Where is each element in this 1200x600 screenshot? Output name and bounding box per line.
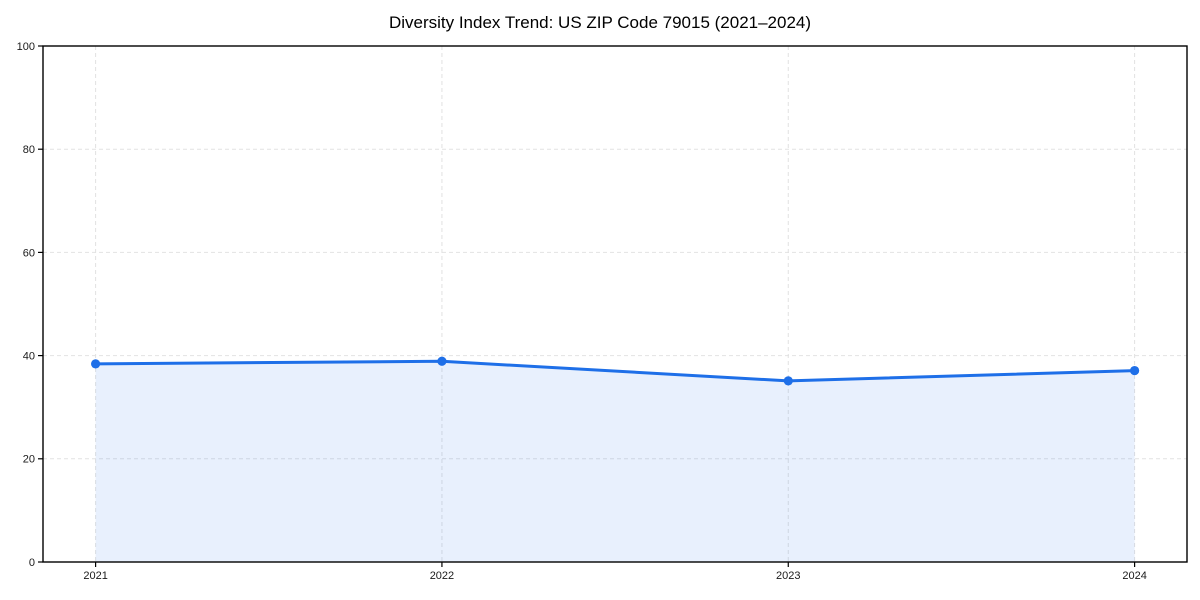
data-point-2023 [783,376,793,386]
y-axis-tick-label: 80 [23,144,35,156]
data-point-2024 [1130,365,1140,376]
axis-ticks [38,45,1136,567]
trend-line [94,359,1137,383]
y-axis-tick-label: 60 [23,247,35,259]
y-axis-tick-label: 0 [29,557,35,569]
y-axis-tick-label: 100 [17,41,35,53]
plot-border [42,45,1188,563]
x-axis-tick-label: 2021 [83,570,107,582]
data-point-2021 [91,359,101,369]
x-axis-tick-label: 2022 [430,570,454,582]
x-axis-tick-label: 2024 [1122,570,1146,582]
y-axis-tick-label: 20 [23,454,35,466]
data-points [91,356,1140,386]
x-axis-tick-label: 2023 [776,570,800,582]
axis-tick-labels: 0 20 40 60 80 100 2021 2022 2023 2024 [17,41,1147,582]
y-axis-tick-label: 40 [23,350,35,362]
chart-title: Diversity Index Trend: US ZIP Code 79015… [388,13,812,32]
area-fill [95,361,1135,562]
data-point-2022 [437,356,447,366]
